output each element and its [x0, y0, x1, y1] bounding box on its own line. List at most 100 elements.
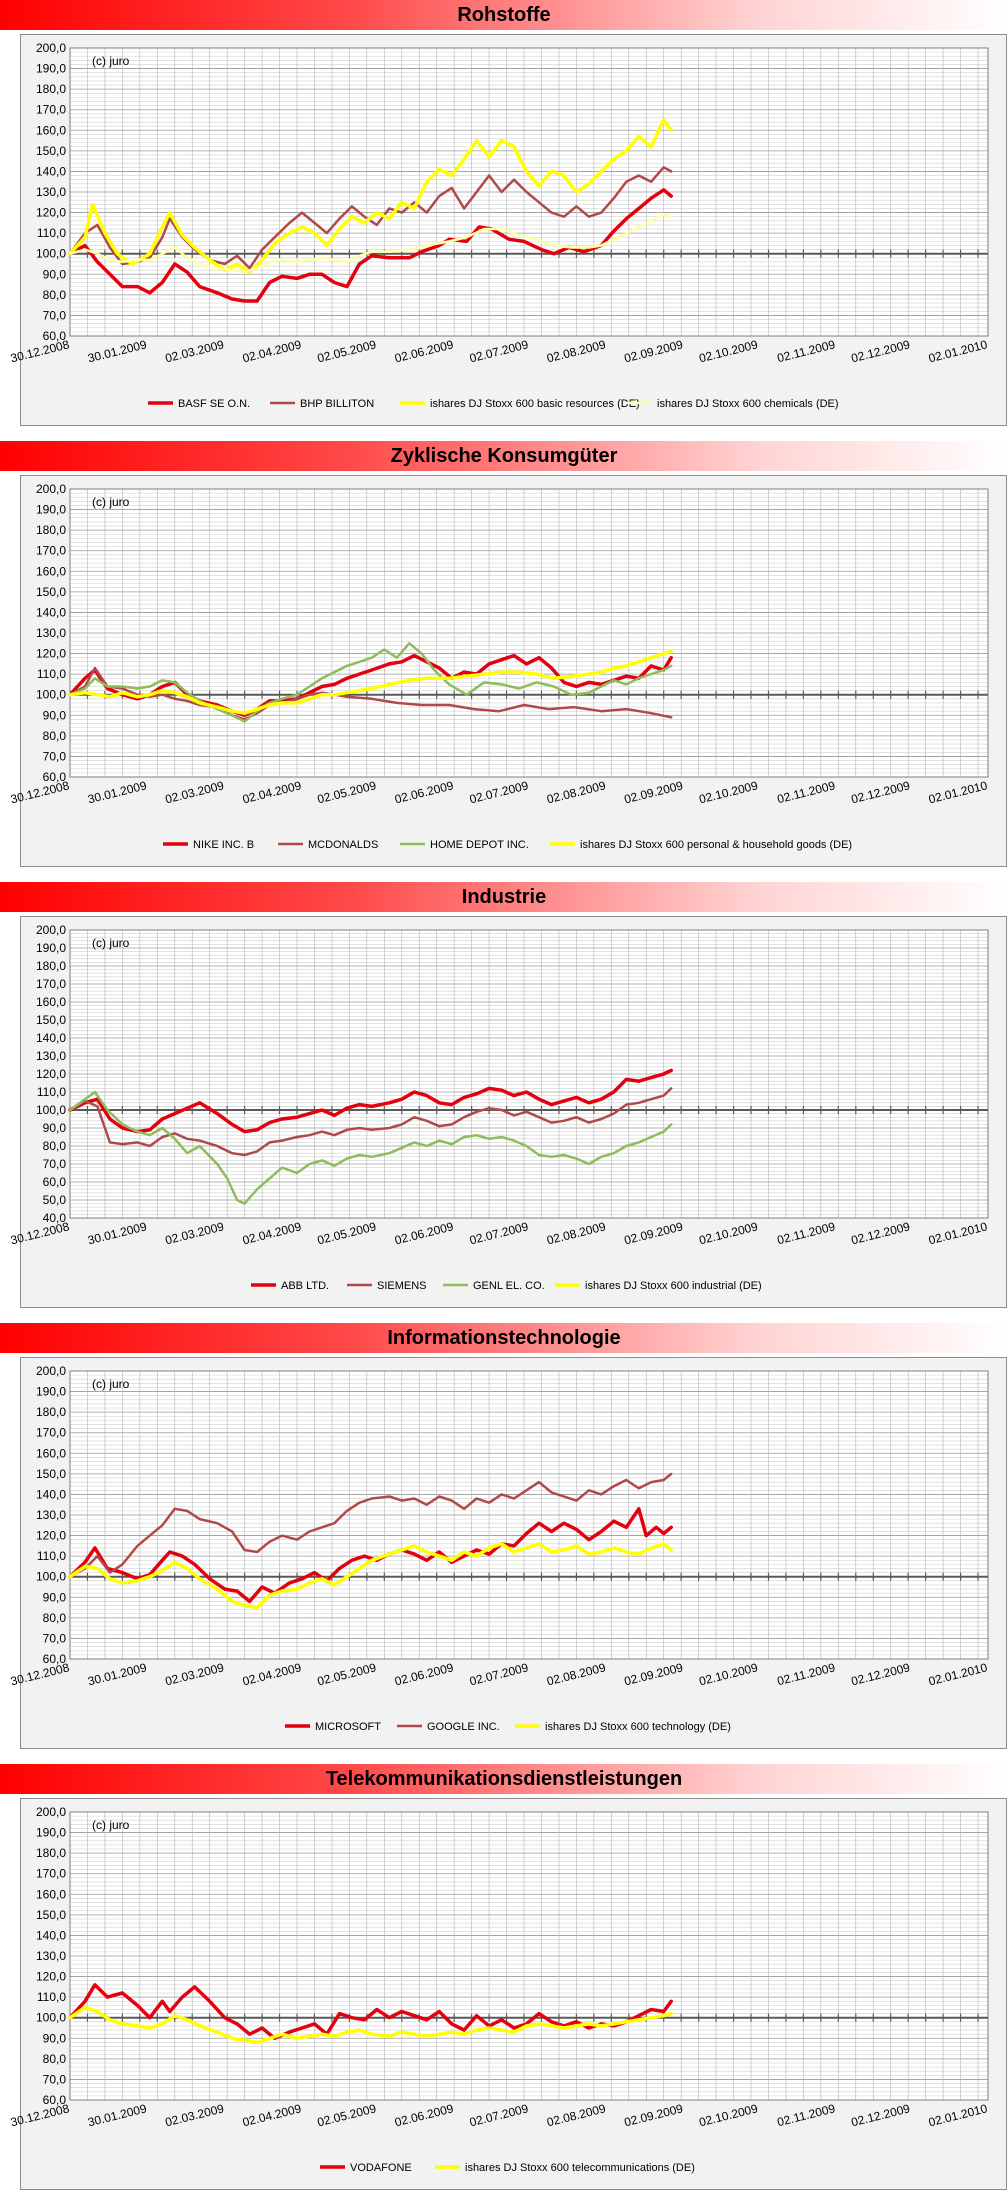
chart-section: Zyklische Konsumgüter 60,0 70,0 80,0 90,0 100…: [0, 441, 1008, 882]
y-tick-label: 170,0: [36, 1867, 66, 1881]
y-tick-label: 150,0: [36, 1013, 66, 1027]
x-tick-label: 30.01.2009: [86, 1219, 148, 1247]
plot-border: [69, 929, 989, 1219]
y-tick-label: 200,0: [36, 482, 66, 496]
x-tick-label: 02.03.2009: [164, 778, 226, 806]
chart-title: Zyklische Konsumgüter: [0, 441, 1008, 471]
x-tick-label: 02.01.2010: [927, 2101, 989, 2129]
gridlines: [70, 1370, 988, 1660]
x-tick-label: 30.01.2009: [86, 337, 148, 365]
y-tick-label: 160,0: [36, 995, 66, 1009]
x-tick-label: 02.01.2010: [927, 778, 989, 806]
y-tick-label: 90,0: [43, 708, 67, 722]
x-tick-label: 02.10.2009: [698, 778, 760, 806]
y-tick-label: 90,0: [43, 2031, 67, 2045]
x-tick-label: 02.11.2009: [776, 778, 837, 806]
y-tick-label: 60,0: [43, 1652, 67, 1666]
y-tick-label: 190,0: [36, 62, 66, 76]
series-line: [68, 118, 673, 274]
series-line: [68, 2005, 673, 2045]
gridlines: [70, 1811, 988, 2101]
x-tick-label: 02.07.2009: [468, 778, 530, 806]
y-tick-label: 180,0: [36, 523, 66, 537]
chart-section: Rohstoffe 60,0 70,0 80,0 90,0 100,0 110,0 120,0…: [0, 0, 1008, 441]
chart-section: Informationstechnologie 60,0 70,0 80,0 90,0 1…: [0, 1323, 1008, 1764]
chart-title: Telekommunikationsdienstleistungen: [0, 1764, 1008, 1794]
y-tick-label: 80,0: [43, 288, 67, 302]
x-tick-label: 02.06.2009: [393, 1660, 455, 1688]
y-tick-label: 120,0: [36, 1067, 66, 1081]
y-tick-label: 60,0: [43, 770, 67, 784]
x-tick-label: 30.12.2008: [9, 1219, 71, 1247]
y-tick-label: 190,0: [36, 941, 66, 955]
x-tick-label: 02.08.2009: [545, 1660, 607, 1688]
y-tick-label: 70,0: [43, 749, 67, 763]
plot-border: [69, 1811, 989, 2101]
plot-border: [69, 47, 989, 337]
legend-label: ishares DJ Stoxx 600 technology (DE): [545, 1721, 731, 1733]
line-chart: 40,0 50,0 60,0 70,0 80,0 90,0 100,0 110,0 120,0 1…: [9, 923, 989, 1292]
x-tick-label: 02.10.2009: [698, 1660, 760, 1688]
y-tick-label: 190,0: [36, 1826, 66, 1840]
plot-border: [69, 488, 989, 778]
y-tick-label: 150,0: [36, 144, 66, 158]
chart-title: Rohstoffe: [0, 0, 1008, 30]
y-tick-label: 170,0: [36, 103, 66, 117]
chart-section: Industrie 40,0 50,0 60,0 70,0 80,0 90,0 100,0 11…: [0, 882, 1008, 1323]
y-tick-label: 110,0: [37, 667, 66, 681]
y-tick-label: 100,0: [36, 2011, 66, 2025]
series-line: [68, 1068, 673, 1134]
y-tick-label: 80,0: [43, 1611, 67, 1625]
y-tick-label: 130,0: [36, 185, 66, 199]
y-tick-label: 150,0: [36, 1467, 66, 1481]
y-tick-label: 130,0: [36, 1049, 66, 1063]
x-tick-label: 02.04.2009: [241, 1660, 303, 1688]
series-line: [68, 649, 673, 715]
x-tick-label: 02.08.2009: [545, 778, 607, 806]
y-tick-label: 160,0: [36, 564, 66, 578]
y-tick-label: 200,0: [36, 1364, 66, 1378]
y-tick-label: 120,0: [36, 647, 66, 661]
legend-label: VODAFONE: [350, 2162, 412, 2174]
x-tick-label: 30.12.2008: [9, 2101, 71, 2129]
series-line: [68, 1983, 673, 2041]
chart-section: Telekommunikationsdienstleistungen 60,0 70…: [0, 1764, 1008, 2205]
x-tick-label: 02.09.2009: [623, 778, 685, 806]
x-tick-label: 02.01.2010: [927, 1219, 989, 1247]
x-tick-label: 02.03.2009: [164, 1660, 226, 1688]
y-tick-label: 200,0: [36, 41, 66, 55]
y-tick-label: 60,0: [43, 2093, 67, 2107]
y-tick-label: 100,0: [36, 688, 66, 702]
y-tick-label: 160,0: [36, 1887, 66, 1901]
x-tick-label: 30.01.2009: [86, 778, 148, 806]
series-line: [68, 642, 673, 723]
gridlines: [70, 47, 988, 337]
series-line: [68, 1090, 673, 1205]
y-tick-label: 130,0: [36, 1949, 66, 1963]
y-tick-label: 150,0: [36, 585, 66, 599]
x-tick-label: 02.06.2009: [393, 2101, 455, 2129]
legend-label: BASF SE O.N.: [178, 398, 250, 410]
y-tick-label: 100,0: [36, 1103, 66, 1117]
series-line: [68, 1087, 673, 1157]
series-line: [68, 188, 673, 303]
x-tick-label: 02.09.2009: [623, 1219, 685, 1247]
x-tick-label: 02.12.2009: [850, 337, 912, 365]
x-tick-label: 02.07.2009: [468, 2101, 530, 2129]
copyright-note: (c) juro: [92, 1377, 130, 1391]
y-tick-label: 180,0: [36, 82, 66, 96]
x-tick-label: 30.01.2009: [86, 1660, 148, 1688]
x-tick-label: 02.10.2009: [698, 337, 760, 365]
copyright-note: (c) juro: [92, 936, 130, 950]
series-line: [68, 166, 673, 270]
copyright-note: (c) juro: [92, 1818, 130, 1832]
y-tick-label: 100,0: [36, 247, 66, 261]
y-tick-label: 140,0: [36, 1487, 66, 1501]
x-tick-label: 02.06.2009: [393, 778, 455, 806]
y-tick-label: 70,0: [43, 1631, 67, 1645]
y-tick-label: 150,0: [36, 1908, 66, 1922]
x-tick-label: 02.04.2009: [241, 778, 303, 806]
legend-label: ishares DJ Stoxx 600 industrial (DE): [585, 1280, 762, 1292]
legend-label: GOOGLE INC.: [427, 1721, 500, 1733]
x-tick-label: 02.12.2009: [850, 778, 912, 806]
